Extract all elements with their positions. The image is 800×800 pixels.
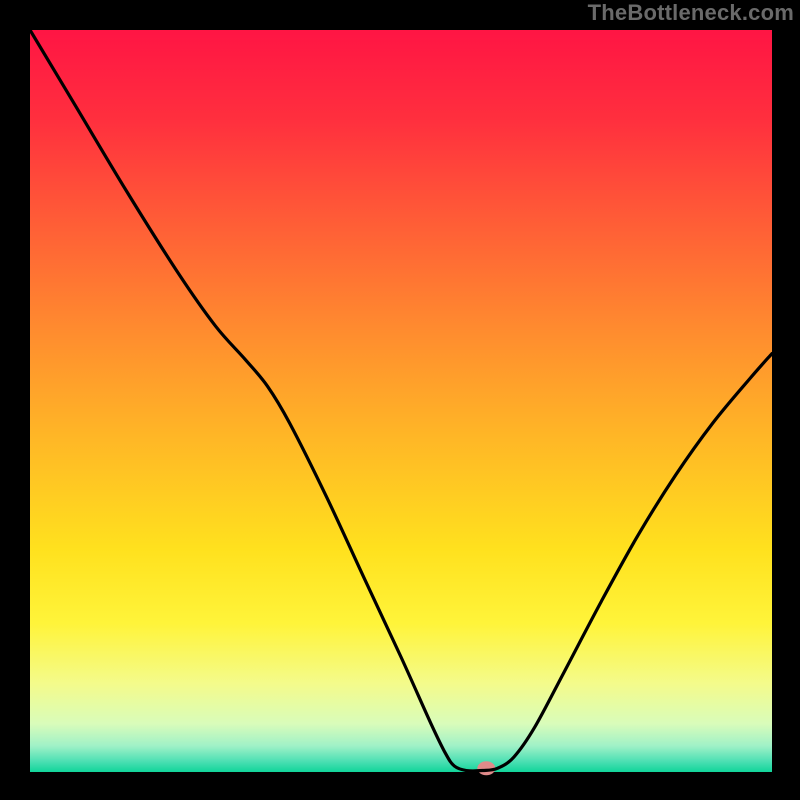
chart-container: TheBottleneck.com: [0, 0, 800, 800]
bottleneck-chart: [0, 0, 800, 800]
watermark-label: TheBottleneck.com: [588, 0, 794, 26]
